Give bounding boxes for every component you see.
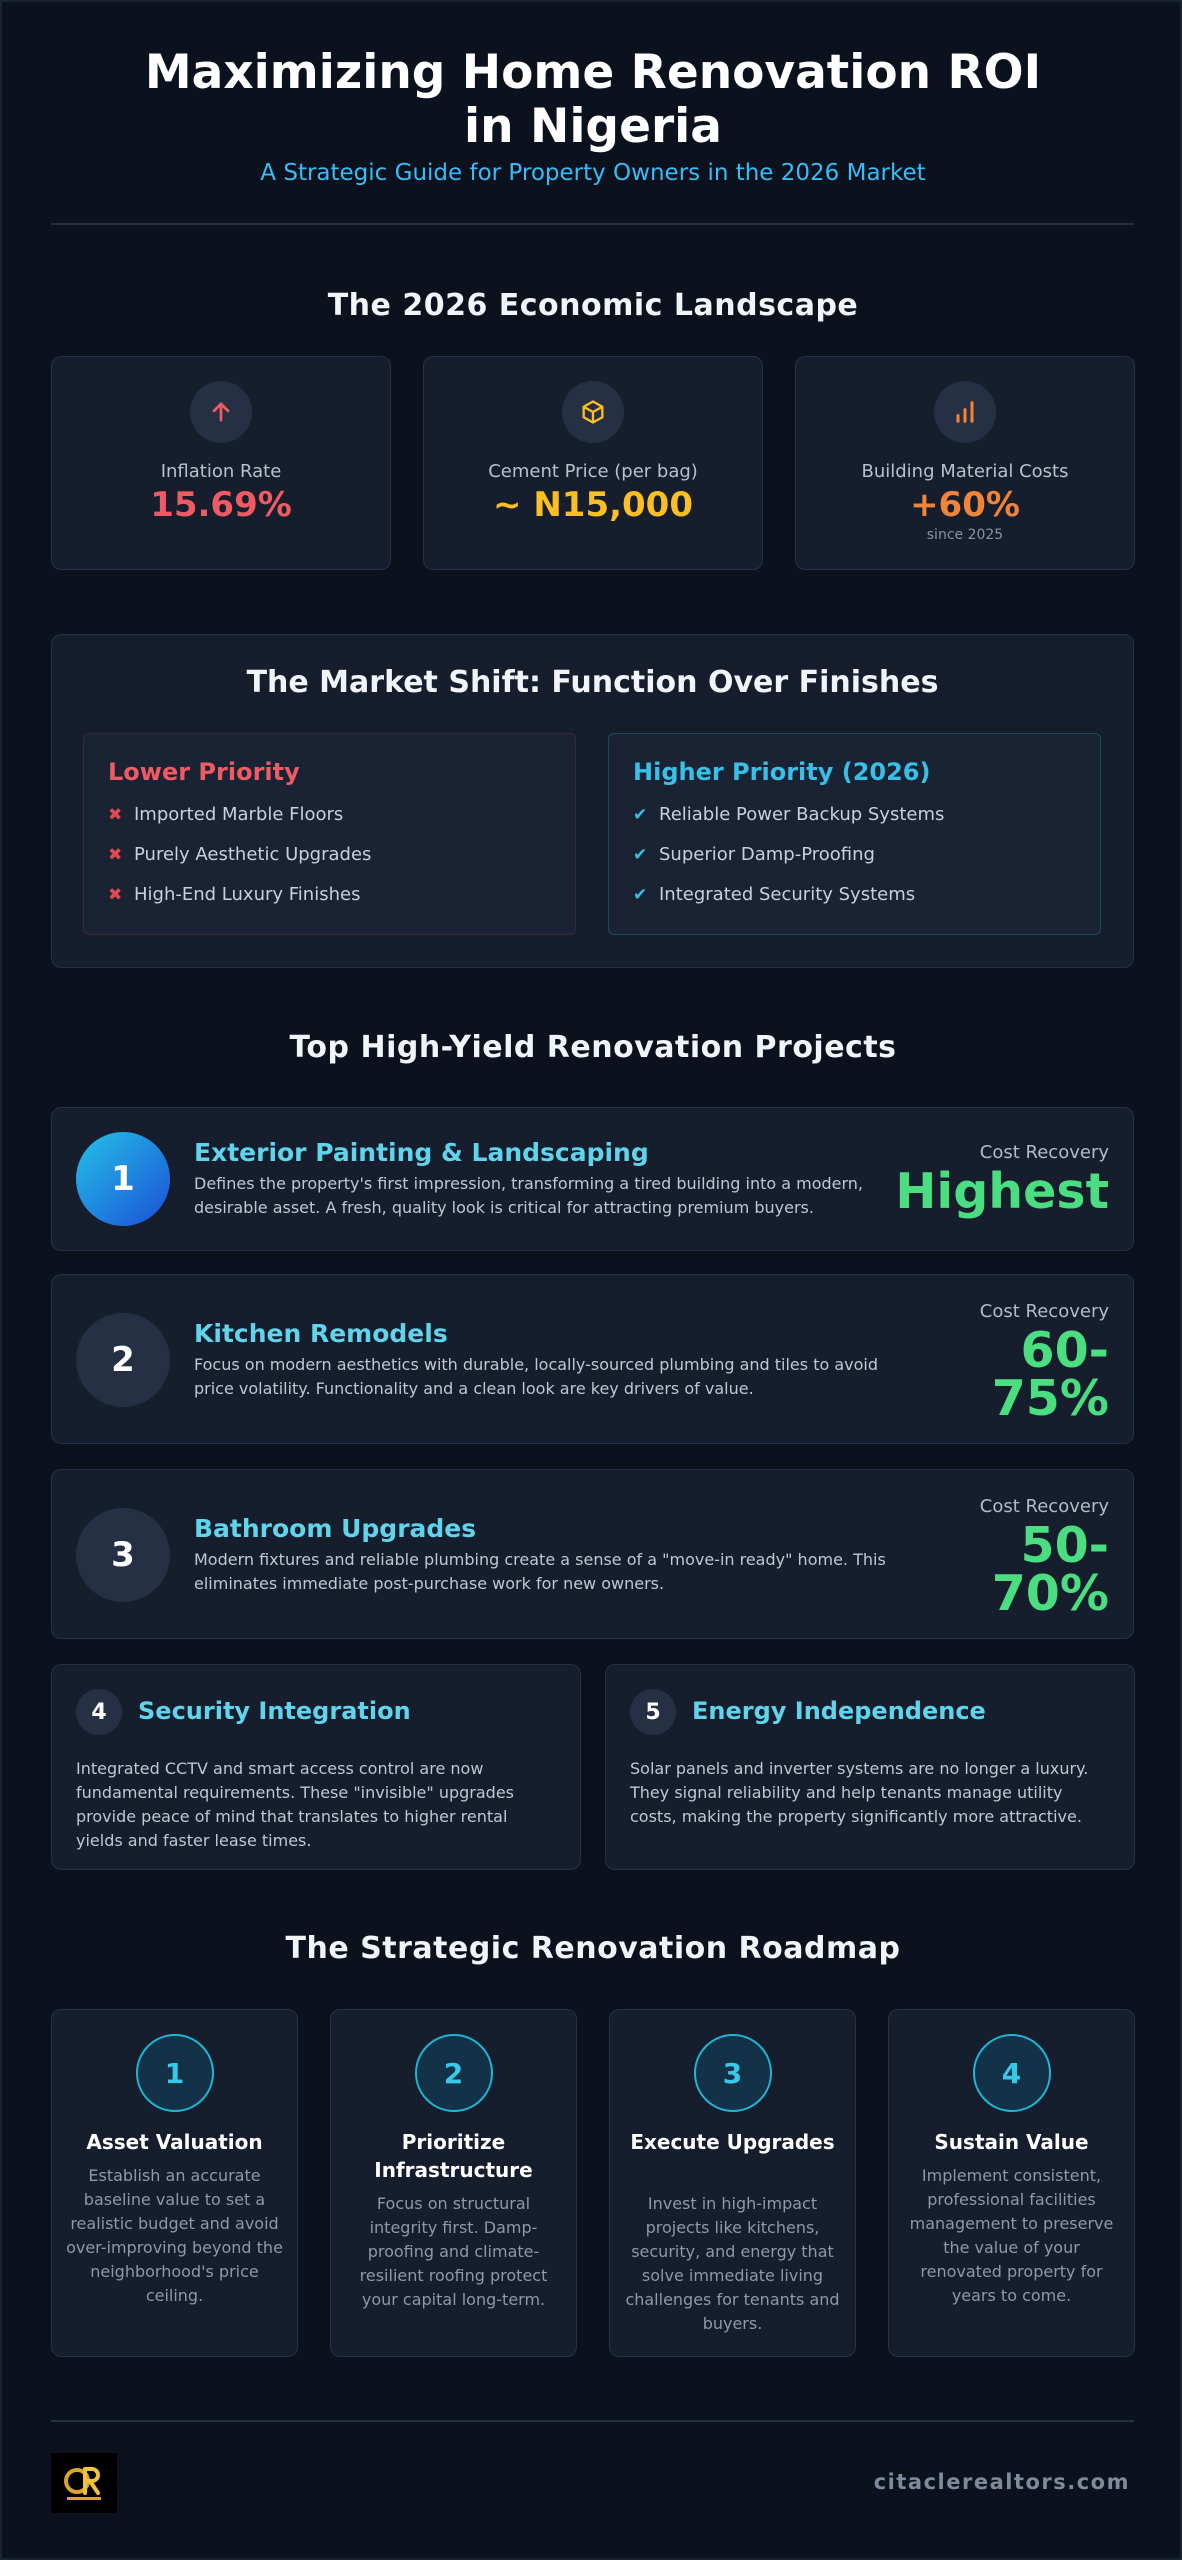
list-item: ✖ Purely Aesthetic Upgrades (108, 844, 372, 865)
project-number: 5 (630, 1689, 676, 1735)
project-title: Security Integration (138, 1697, 411, 1725)
list-item: ✔ Reliable Power Backup Systems (633, 804, 945, 825)
cost-recovery-value: 60- (1020, 1322, 1109, 1379)
landscape-title: The 2026 Economic Landscape (327, 288, 859, 323)
cost-recovery-value: 70% (991, 1565, 1109, 1622)
step-number: 4 (972, 2034, 1051, 2112)
project-title: Energy Independence (692, 1697, 986, 1725)
page-subtitle: A Strategic Guide for Property Owners in… (260, 160, 926, 186)
cost-recovery-label: Cost Recovery (979, 1301, 1109, 1322)
list-item: ✖ Imported Marble Floors (108, 804, 344, 825)
project-number: 3 (76, 1508, 170, 1602)
higher-priority-heading: Higher Priority (2026) (633, 758, 931, 786)
cross-icon: ✖ (108, 805, 123, 825)
arrow-up-icon (190, 381, 252, 443)
step-desc: Invest in high-impact projects like kitc… (625, 2194, 840, 2333)
step-number: 1 (135, 2034, 214, 2112)
cost-recovery-value: Highest (895, 1163, 1109, 1220)
project-title: Kitchen Remodels (194, 1319, 448, 1348)
divider (51, 223, 1134, 225)
check-icon: ✔ (633, 845, 648, 865)
project-number: 4 (76, 1689, 122, 1735)
stat-value: ~ N15,000 (493, 485, 693, 525)
step-title: Prioritize Infrastructure (374, 2130, 533, 2182)
project-desc: Solar panels and inverter systems are no… (630, 1759, 1089, 1826)
stat-label: Inflation Rate (160, 461, 282, 482)
higher-priority-box: Higher Priority (2026) ✔ Reliable Power B… (608, 733, 1101, 935)
market-shift-card: The Market Shift: Function Over Finishes… (51, 634, 1134, 968)
cross-icon: ✖ (108, 845, 123, 865)
project-card-5: 5 Energy Independence Solar panels and i… (605, 1664, 1135, 1870)
lower-priority-box: Lower Priority ✖ Imported Marble Floors ✖… (83, 733, 576, 935)
stat-value: 15.69% (150, 485, 292, 525)
project-number: 1 (76, 1132, 170, 1226)
step-title: Execute Upgrades (630, 2130, 835, 2154)
roadmap-step-4: 4 Sustain Value Implement consistent, pr… (888, 2009, 1135, 2357)
step-number: 3 (693, 2034, 772, 2112)
roadmap-step-3: 3 Execute Upgrades Invest in high-impact… (609, 2009, 856, 2357)
project-title: Bathroom Upgrades (194, 1514, 477, 1543)
step-desc: Implement consistent, professional facil… (909, 2166, 1114, 2305)
cost-recovery-value: 50- (1020, 1517, 1109, 1574)
step-title: Asset Valuation (86, 2130, 263, 2154)
project-desc: Focus on modern aesthetics with durable,… (194, 1355, 879, 1398)
roadmap-step-1: 1 Asset Valuation Establish an accurate … (51, 2009, 298, 2357)
lower-priority-heading: Lower Priority (108, 758, 300, 786)
stat-label: Cement Price (per bag) (488, 461, 698, 482)
step-number: 2 (414, 2034, 493, 2112)
roadmap-title: The Strategic Renovation Roadmap (285, 1931, 901, 1966)
project-desc: Modern fixtures and reliable plumbing cr… (194, 1550, 886, 1593)
cost-recovery-value: 75% (991, 1370, 1109, 1427)
check-icon: ✔ (633, 885, 648, 905)
stat-note: since 2025 (926, 527, 1004, 543)
box-icon (562, 381, 624, 443)
bar-chart-icon (934, 381, 996, 443)
stat-card-cement: Cement Price (per bag) ~ N15,000 (423, 356, 763, 570)
project-number: 2 (76, 1313, 170, 1407)
list-item: ✔ Superior Damp-Proofing (633, 844, 875, 865)
project-card-2: 2 Kitchen Remodels Focus on modern aesth… (51, 1274, 1134, 1444)
project-card-4: 4 Security Integration Integrated CCTV a… (51, 1664, 581, 1870)
stat-value: +60% (910, 485, 1020, 525)
check-icon: ✔ (633, 805, 648, 825)
project-desc: Defines the property's first impression,… (194, 1174, 864, 1217)
page-title: Maximizing Home Renovation ROI in Nigeri… (144, 45, 1042, 154)
list-item: ✔ Integrated Security Systems (633, 884, 916, 905)
step-title: Sustain Value (934, 2130, 1089, 2154)
market-shift-title: The Market Shift: Function Over Finishes (246, 665, 939, 700)
project-card-1: 1 Exterior Painting & Landscaping Define… (51, 1107, 1134, 1251)
project-title: Exterior Painting & Landscaping (194, 1138, 649, 1167)
stat-card-inflation: Inflation Rate 15.69% (51, 356, 391, 570)
stat-card-materials: Building Material Costs +60% since 2025 (795, 356, 1135, 570)
step-desc: Focus on structural integrity first. Dam… (359, 2194, 548, 2309)
cost-recovery-label: Cost Recovery (979, 1142, 1109, 1163)
logo-mark-icon (64, 2467, 101, 2500)
cost-recovery-label: Cost Recovery (979, 1496, 1109, 1517)
footer-url[interactable]: citaclerealtors.com (873, 2470, 1130, 2494)
footer-divider (51, 2420, 1134, 2422)
cross-icon: ✖ (108, 885, 123, 905)
roadmap-step-2: 2 Prioritize Infrastructure Focus on str… (330, 2009, 577, 2357)
stat-label: Building Material Costs (861, 461, 1069, 482)
project-desc: Integrated CCTV and smart access control… (76, 1759, 515, 1850)
projects-title: Top High-Yield Renovation Projects (289, 1030, 897, 1065)
list-item: ✖ High-End Luxury Finishes (108, 884, 361, 905)
logo (51, 2453, 117, 2513)
step-desc: Establish an accurate baseline value to … (66, 2166, 283, 2305)
project-card-3: 3 Bathroom Upgrades Modern fixtures and … (51, 1469, 1134, 1639)
